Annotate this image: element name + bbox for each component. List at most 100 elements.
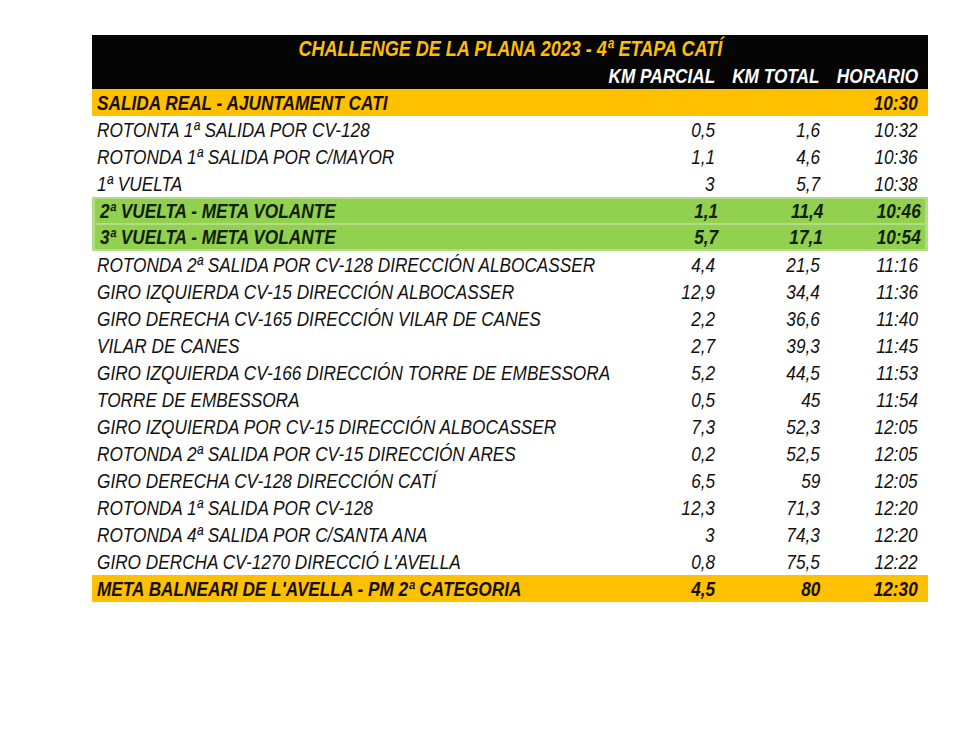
table-row: ROTONDA 1ª SALIDA POR CV-128 12,3 71,3 1… [92,494,928,521]
column-header-spacer [92,62,605,89]
stage-description: 1ª VUELTA [92,170,605,197]
column-header-row: KM PARCIAL KM TOTAL HORARIO [92,62,928,89]
horario-value: 12:05 [820,467,918,494]
table-row: GIRO IZQUIERDA CV-15 DIRECCIÓN ALBOCASSE… [92,278,928,305]
horario-value: 12:05 [820,413,918,440]
table-title: CHALLENGE DE LA PLANA 2023 - 4ª ETAPA CA… [298,36,722,62]
horario-value: 10:54 [823,225,921,249]
km-parcial-value: 2,7 [605,332,715,359]
table-row: 3ª VUELTA - META VOLANTE 5,7 17,1 10:54 [92,224,928,251]
table-row: TORRE DE EMBESSORA 0,5 45 11:54 [92,386,928,413]
km-total-value: 52,5 [715,440,820,467]
horario-value: 12:05 [820,440,918,467]
km-total-value: 39,3 [715,332,820,359]
table-body: SALIDA REAL - AJUNTAMENT CATI 10:30 ROTO… [92,89,928,602]
horario-value: 11:45 [820,332,918,359]
stage-description: GIRO IZQUIERDA POR CV-15 DIRECCIÓN ALBOC… [92,413,605,440]
horario-value: 12:30 [820,575,918,602]
horario-value: 12:20 [820,521,918,548]
table-row: GIRO IZQUIERDA CV-166 DIRECCIÓN TORRE DE… [92,359,928,386]
horario-value: 10:36 [820,143,918,170]
km-total-value: 17,1 [718,225,823,249]
km-parcial-value: 0,2 [605,440,715,467]
km-parcial-value: 3 [605,521,715,548]
horario-value: 10:46 [823,199,921,223]
stage-description: ROTONDA 2ª SALIDA POR CV-128 DIRECCIÓN A… [92,251,605,278]
km-total-value: 34,4 [715,278,820,305]
km-parcial-value: 2,2 [605,305,715,332]
table-row: GIRO DERECHA CV-128 DIRECCIÓN CATÍ 6,5 5… [92,467,928,494]
horario-value: 11:53 [820,359,918,386]
km-total-value: 44,5 [715,359,820,386]
km-total-value: 5,7 [715,170,820,197]
km-total-value: 45 [715,386,820,413]
table-row: 1ª VUELTA 3 5,7 10:38 [92,170,928,197]
km-parcial-value: 4,4 [605,251,715,278]
km-parcial-value: 0,5 [605,386,715,413]
table-row: ROTONDA 2ª SALIDA POR CV-128 DIRECCIÓN A… [92,251,928,278]
km-total-value: 71,3 [715,494,820,521]
column-header-km-total: KM TOTAL [715,62,820,89]
km-total-value [715,89,820,116]
table-row: ROTONTA 1ª SALIDA POR CV-128 0,5 1,6 10:… [92,116,928,143]
table-row: META BALNEARI DE L'AVELLA - PM 2ª CATEGO… [92,575,928,602]
table-row: SALIDA REAL - AJUNTAMENT CATI 10:30 [92,89,928,116]
stage-description: 2ª VUELTA - META VOLANTE [95,199,608,223]
km-parcial-value: 12,3 [605,494,715,521]
horario-value: 11:16 [820,251,918,278]
table-title-bar: CHALLENGE DE LA PLANA 2023 - 4ª ETAPA CA… [92,35,928,62]
stage-description: GIRO IZQUIERDA CV-15 DIRECCIÓN ALBOCASSE… [92,278,605,305]
horario-value: 12:20 [820,494,918,521]
km-total-value: 4,6 [715,143,820,170]
km-total-value: 52,3 [715,413,820,440]
km-parcial-value: 12,9 [605,278,715,305]
table-row: ROTONDA 2ª SALIDA POR CV-15 DIRECCIÓN AR… [92,440,928,467]
km-parcial-value: 3 [605,170,715,197]
table-row: GIRO IZQUIERDA POR CV-15 DIRECCIÓN ALBOC… [92,413,928,440]
stage-description: TORRE DE EMBESSORA [92,386,605,413]
table-row: ROTONDA 4ª SALIDA POR C/SANTA ANA 3 74,3… [92,521,928,548]
route-table: CHALLENGE DE LA PLANA 2023 - 4ª ETAPA CA… [92,35,928,602]
km-total-value: 1,6 [715,116,820,143]
table-row: ROTONDA 1ª SALIDA POR C/MAYOR 1,1 4,6 10… [92,143,928,170]
km-parcial-value [605,89,715,116]
km-total-value: 21,5 [715,251,820,278]
km-parcial-value: 4,5 [605,575,715,602]
stage-description: SALIDA REAL - AJUNTAMENT CATI [92,89,605,116]
stage-description: ROTONDA 4ª SALIDA POR C/SANTA ANA [92,521,605,548]
horario-value: 12:22 [820,548,918,575]
horario-value: 11:54 [820,386,918,413]
km-total-value: 80 [715,575,820,602]
column-header-km-parcial: KM PARCIAL [605,62,715,89]
table-row: GIRO DERCHA CV-1270 DIRECCIÓ L'AVELLA 0,… [92,548,928,575]
km-parcial-value: 1,1 [608,199,718,223]
table-header: CHALLENGE DE LA PLANA 2023 - 4ª ETAPA CA… [92,35,928,89]
table-row: 2ª VUELTA - META VOLANTE 1,1 11,4 10:46 [92,197,928,224]
stage-description: GIRO IZQUIERDA CV-166 DIRECCIÓN TORRE DE… [92,359,605,386]
stage-description: ROTONDA 2ª SALIDA POR CV-15 DIRECCIÓN AR… [92,440,605,467]
horario-value: 10:30 [820,89,918,116]
column-header-horario: HORARIO [820,62,918,89]
km-total-value: 11,4 [718,199,823,223]
horario-value: 10:32 [820,116,918,143]
stage-description: GIRO DERCHA CV-1270 DIRECCIÓ L'AVELLA [92,548,605,575]
km-total-value: 36,6 [715,305,820,332]
stage-description: ROTONDA 1ª SALIDA POR CV-128 [92,494,605,521]
km-parcial-value: 5,2 [605,359,715,386]
km-parcial-value: 5,7 [608,225,718,249]
km-total-value: 59 [715,467,820,494]
stage-description: ROTONDA 1ª SALIDA POR C/MAYOR [92,143,605,170]
km-parcial-value: 1,1 [605,143,715,170]
stage-description: GIRO DERECHA CV-165 DIRECCIÓN VILAR DE C… [92,305,605,332]
horario-value: 10:38 [820,170,918,197]
horario-value: 11:40 [820,305,918,332]
stage-description: META BALNEARI DE L'AVELLA - PM 2ª CATEGO… [92,575,605,602]
km-parcial-value: 6,5 [605,467,715,494]
stage-description: VILAR DE CANES [92,332,605,359]
table-row: GIRO DERECHA CV-165 DIRECCIÓN VILAR DE C… [92,305,928,332]
horario-value: 11:36 [820,278,918,305]
stage-description: ROTONTA 1ª SALIDA POR CV-128 [92,116,605,143]
stage-description: 3ª VUELTA - META VOLANTE [95,225,608,249]
km-total-value: 74,3 [715,521,820,548]
km-parcial-value: 7,3 [605,413,715,440]
